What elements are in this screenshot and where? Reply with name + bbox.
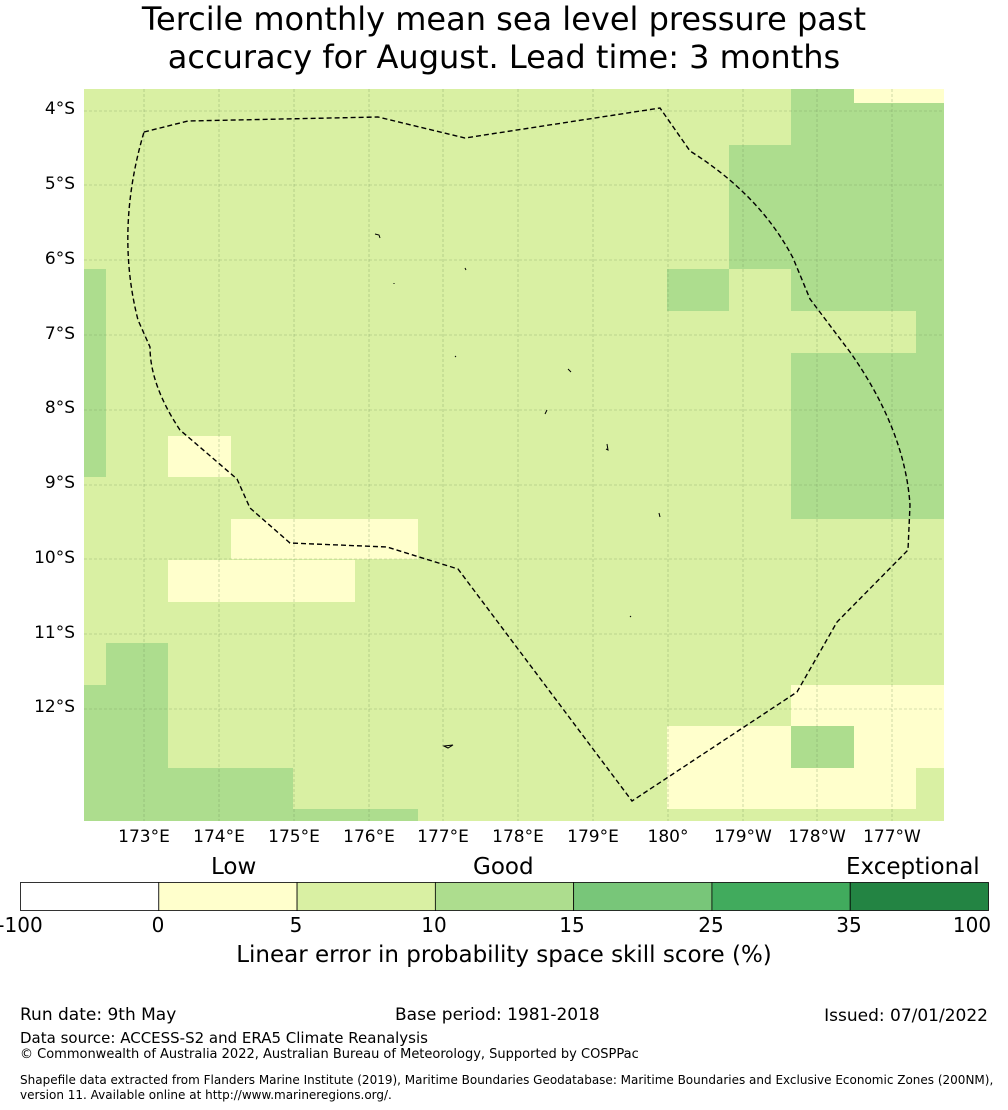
cb-tick-minus100: -100 [0, 913, 43, 937]
cb-tick-10: 10 [421, 913, 447, 937]
lon-label-178w: 178°W [788, 827, 846, 847]
gridlines [84, 89, 944, 821]
lon-label-177w: 177°W [863, 827, 921, 847]
cb-tick-0: 0 [151, 913, 165, 937]
colorbar-segment-0 [20, 882, 160, 911]
title-line-1: Tercile monthly mean sea level pressure … [141, 0, 867, 38]
lat-label-4s: 4°S [44, 99, 75, 119]
lat-label-8s: 8°S [44, 398, 75, 418]
lat-label-12s: 12°S [34, 697, 75, 717]
cells-10-15 [84, 89, 944, 821]
category-good: Good [473, 854, 534, 880]
lon-label-180: 180° [647, 827, 689, 847]
lon-label-179e: 179°E [567, 827, 619, 847]
cb-tick-100: 100 [952, 913, 992, 937]
lon-label-179w: 179°W [714, 827, 772, 847]
run-date: Run date: 9th May [20, 1005, 177, 1025]
lon-label-177e: 177°E [417, 827, 469, 847]
colorbar-segment-3 [434, 882, 575, 911]
cb-tick-25: 25 [698, 913, 724, 937]
cb-tick-15: 15 [559, 913, 585, 937]
title-line-2: accuracy for August. Lead time: 3 months [167, 38, 841, 76]
shapefile-credit-line-2: version 11. Available online at http://w… [20, 1088, 392, 1102]
category-low: Low [211, 854, 257, 880]
base-period: Base period: 1981-2018 [395, 1005, 600, 1025]
colorbar-segment-1 [158, 882, 298, 911]
lat-label-6s: 6°S [44, 249, 75, 269]
data-source: Data source: ACCESS-S2 and ERA5 Climate … [20, 1029, 428, 1047]
lon-label-176e: 176°E [343, 827, 395, 847]
cb-tick-5: 5 [289, 913, 303, 937]
colorbar-segment-5 [711, 882, 851, 911]
islands [374, 233, 661, 749]
colorbar [20, 882, 989, 911]
lat-label-5s: 5°S [44, 174, 75, 194]
cells-0-5 [168, 89, 944, 809]
colorbar-segment-4 [573, 882, 713, 911]
colorbar-segment-6 [849, 882, 989, 911]
shapefile-credit: Shapefile data extracted from Flanders M… [20, 1073, 1008, 1103]
shapefile-credit-line-1: Shapefile data extracted from Flanders M… [20, 1073, 994, 1087]
lon-label-175e: 175°E [268, 827, 320, 847]
lon-label-178e: 178°E [492, 827, 544, 847]
skill-score-map [84, 89, 944, 821]
copyright: © Commonwealth of Australia 2022, Austra… [20, 1047, 639, 1062]
lat-label-9s: 9°S [44, 473, 75, 493]
issued-date: Issued: 07/01/2022 [824, 1006, 988, 1026]
lat-label-7s: 7°S [44, 324, 75, 344]
colorbar-segment-2 [296, 882, 436, 911]
lon-label-173e: 173°E [118, 827, 170, 847]
lat-label-10s: 10°S [34, 548, 75, 568]
lon-label-174e: 174°E [193, 827, 245, 847]
lat-label-11s: 11°S [34, 623, 75, 643]
category-exceptional: Exceptional [846, 854, 980, 880]
map-title: Tercile monthly mean sea level pressure … [0, 0, 1008, 76]
cb-tick-35: 35 [836, 913, 862, 937]
colorbar-label: Linear error in probability space skill … [236, 942, 772, 968]
